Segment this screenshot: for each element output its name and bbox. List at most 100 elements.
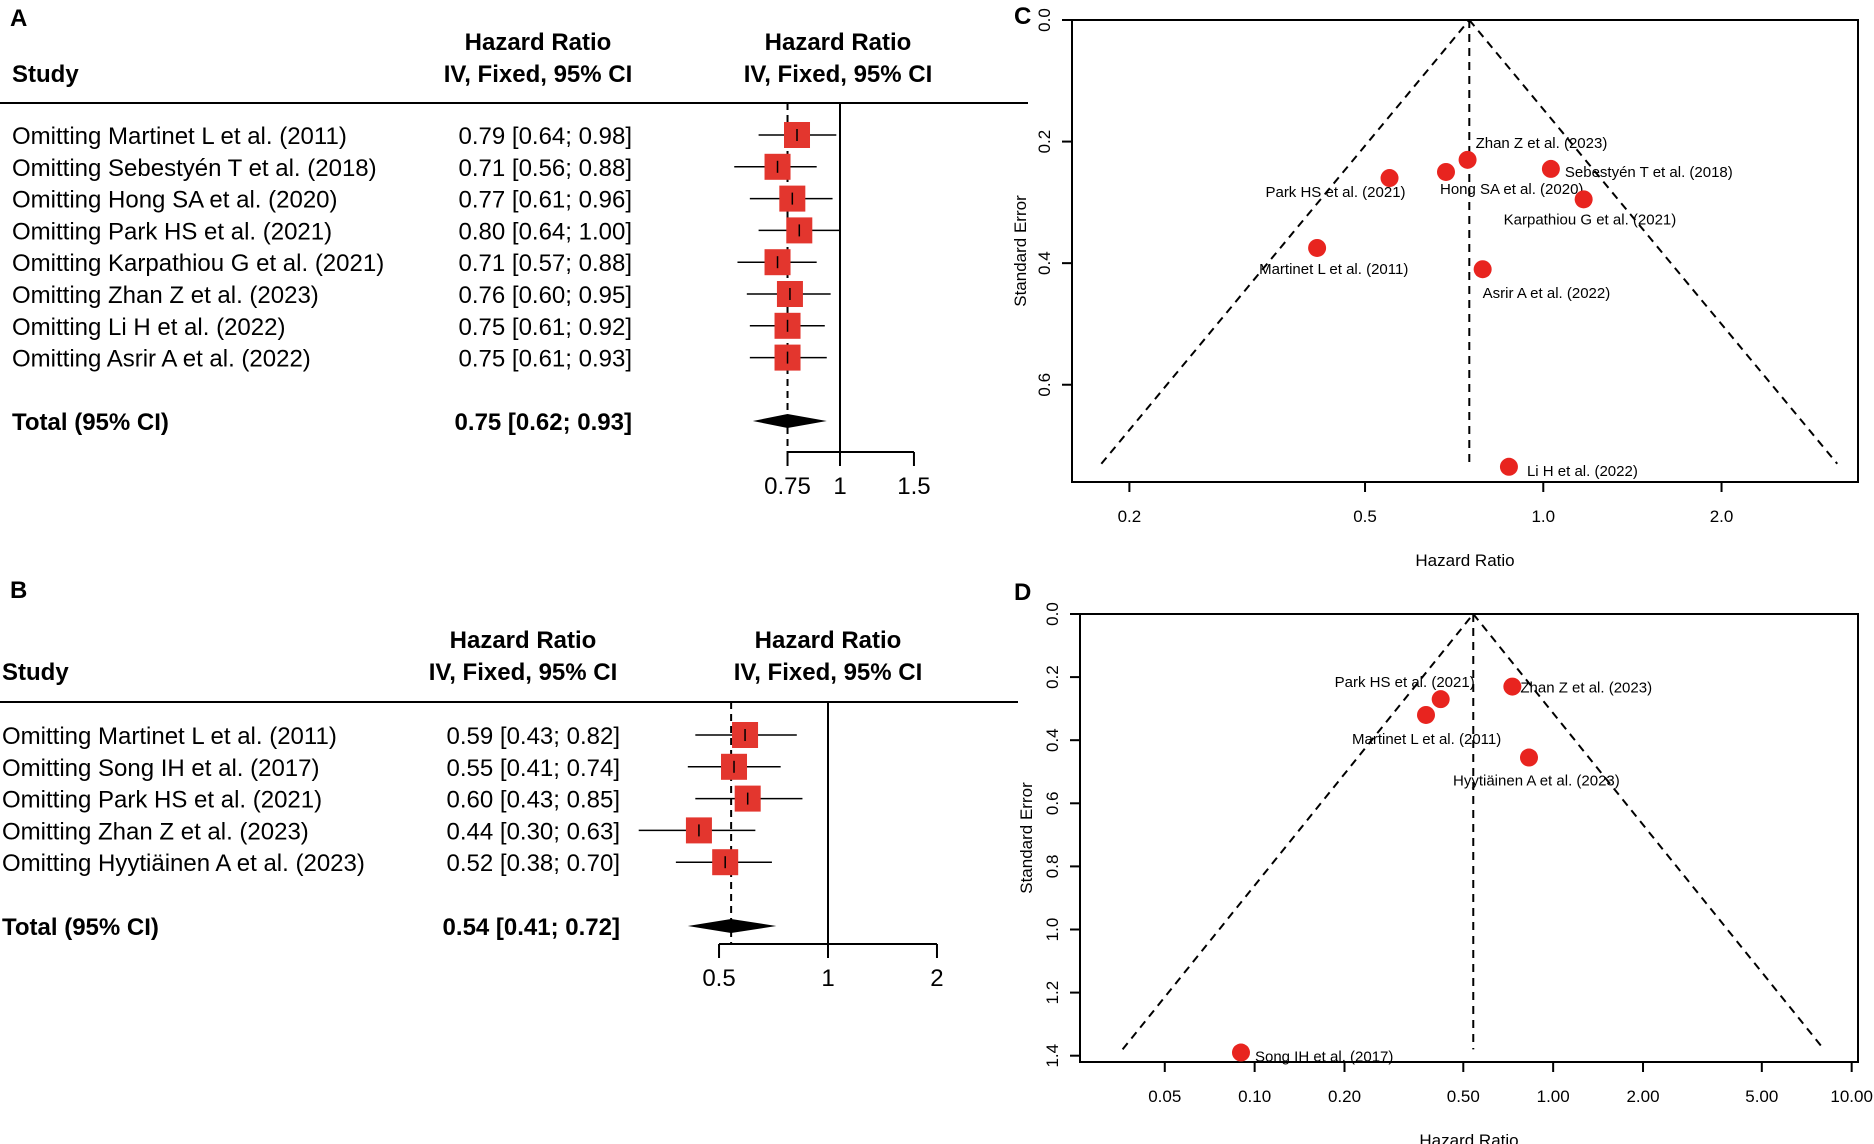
header-hazard-ratio: Hazard Ratio (465, 29, 612, 56)
point-label: Karpathiou G et al. (2021) (1504, 211, 1677, 228)
ci-value: 0.80 [0.64; 1.00] (459, 218, 632, 245)
panel-label-b: B (10, 577, 27, 604)
point-label: Zhan Z et al. (2023) (1520, 680, 1652, 697)
data-point (1416, 705, 1435, 724)
x-tick-label: 2.00 (1626, 1087, 1659, 1106)
total-ci-value: 0.75 [0.62; 0.93] (455, 409, 632, 436)
ci-value: 0.76 [0.60; 0.95] (459, 282, 632, 309)
point-label: Li H et al. (2022) (1527, 463, 1638, 480)
x-tick-label: 1.0 (1531, 507, 1555, 526)
header-plot-method: IV, Fixed, 95% CI (744, 61, 933, 88)
panel-label-c: C (1014, 3, 1031, 30)
y-tick-label: 0.6 (1043, 791, 1062, 815)
point-label: Martinet L et al. (2011) (1259, 261, 1408, 278)
funnel-plot-d: 0.05 0.10 0.20 0.50 1.00 2.00 5.00 10.00 Hazard … (1017, 602, 1873, 1144)
study-label: Omitting Zhan Z et al. (2023) (12, 282, 319, 309)
x-tick-label: 0.20 (1328, 1087, 1361, 1106)
funnel-right-line (1472, 613, 1825, 1051)
x-tick-label: 1.00 (1537, 1087, 1570, 1106)
y-tick-label: 0.4 (1035, 251, 1054, 275)
y-tick-label: 1.0 (1043, 918, 1062, 942)
study-label: Omitting Martinet L et al. (2011) (12, 123, 347, 150)
point-label: Hong SA et al. (2020) (1440, 181, 1583, 198)
header-plot-method: IV, Fixed, 95% CI (734, 659, 923, 686)
data-point (1231, 1043, 1250, 1062)
data-point (1520, 748, 1539, 767)
x-axis-title: Hazard Ratio (1419, 1131, 1518, 1144)
y-tick-label: 0.0 (1035, 8, 1054, 32)
data-point (1574, 190, 1593, 209)
study-label: Omitting Li H et al. (2022) (12, 314, 285, 341)
ci-value: 0.71 [0.56; 0.88] (459, 155, 632, 182)
study-label: Omitting Park HS et al. (2021) (12, 218, 332, 245)
y-tick-label: 0.2 (1043, 665, 1062, 689)
point-label: Song IH et al. (2017) (1255, 1049, 1393, 1066)
point-label: Park HS et al. (2021) (1335, 674, 1475, 691)
funnel-plot-c: 0.2 0.5 1.0 2.0 Hazard Ratio 0.0 0.2 0.4 0.6 Stan… (1011, 8, 1859, 570)
data-point (1503, 677, 1522, 696)
ci-value: 0.44 [0.30; 0.63] (447, 818, 620, 845)
x-tick-label: 1 (821, 965, 834, 992)
y-tick-label: 1.4 (1043, 1044, 1062, 1068)
data-point (1473, 260, 1492, 279)
study-label: Omitting Martinet L et al. (2011) (2, 723, 337, 750)
y-tick-label: 0.8 (1043, 855, 1062, 879)
y-axis-title: Standard Error (1011, 195, 1030, 307)
y-tick-label: 0.0 (1043, 602, 1062, 626)
funnel-right-line (1468, 19, 1839, 465)
ci-value: 0.55 [0.41; 0.74] (447, 755, 620, 782)
total-diamond (752, 414, 827, 428)
ci-value: 0.60 [0.43; 0.85] (447, 787, 620, 814)
study-label: Omitting Asrir A et al. (2022) (12, 346, 311, 373)
study-label: Omitting Sebestyén T et al. (2018) (12, 155, 377, 182)
ci-value: 0.77 [0.61; 0.96] (459, 187, 632, 214)
x-tick-label: 2.0 (1710, 507, 1734, 526)
x-tick-label: 0.5 (1353, 507, 1377, 526)
point-label: Sebestyén T et al. (2018) (1565, 164, 1733, 181)
total-ci-value: 0.54 [0.41; 0.72] (443, 914, 620, 941)
panel-label-d: D (1014, 579, 1031, 606)
header-study: Study (12, 61, 79, 88)
x-tick-label: 0.75 (764, 473, 811, 500)
study-label: Omitting Zhan Z et al. (2023) (2, 818, 309, 845)
study-label: Omitting Karpathiou G et al. (2021) (12, 250, 384, 277)
data-point (1431, 690, 1450, 709)
data-point (1458, 150, 1477, 169)
x-tick-label: 0.10 (1238, 1087, 1271, 1106)
funnel-left-line (1121, 613, 1475, 1051)
header-plot-hazard-ratio: Hazard Ratio (755, 627, 902, 654)
ci-value: 0.79 [0.64; 0.98] (459, 123, 632, 150)
x-tick-label: 2 (930, 965, 943, 992)
point-label: Hyytiäinen A et al. (2023) (1453, 773, 1620, 790)
x-tick-label: 0.05 (1148, 1087, 1181, 1106)
total-label: Total (95% CI) (12, 409, 169, 436)
data-point (1308, 238, 1327, 257)
point-label: Park HS et al. (2021) (1265, 184, 1405, 201)
y-tick-label: 0.6 (1035, 373, 1054, 397)
funnel-left-line (1100, 19, 1471, 465)
x-tick-label: 10.00 (1830, 1087, 1873, 1106)
x-tick-label: 5.00 (1745, 1087, 1778, 1106)
x-tick-label: 0.50 (1447, 1087, 1480, 1106)
data-point (1541, 159, 1560, 178)
plot-frame (1071, 19, 1859, 483)
total-label: Total (95% CI) (2, 914, 159, 941)
y-tick-label: 1.2 (1043, 981, 1062, 1005)
ci-value: 0.75 [0.61; 0.92] (459, 314, 632, 341)
header-study: Study (2, 659, 69, 686)
ci-value: 0.59 [0.43; 0.82] (447, 723, 620, 750)
data-point (1499, 457, 1518, 476)
header-plot-hazard-ratio: Hazard Ratio (765, 29, 912, 56)
ci-value: 0.71 [0.57; 0.88] (459, 250, 632, 277)
study-label: Omitting Hong SA et al. (2020) (12, 187, 338, 214)
total-diamond (687, 919, 777, 933)
data-point (1436, 162, 1455, 181)
point-label: Martinet L et al. (2011) (1352, 731, 1501, 748)
x-tick-label: 0.2 (1118, 507, 1142, 526)
y-tick-label: 0.4 (1043, 728, 1062, 752)
panel-label-a: A (10, 5, 27, 32)
x-tick-label: 0.5 (702, 965, 735, 992)
data-point (1380, 169, 1399, 188)
x-axis-title: Hazard Ratio (1415, 551, 1514, 570)
